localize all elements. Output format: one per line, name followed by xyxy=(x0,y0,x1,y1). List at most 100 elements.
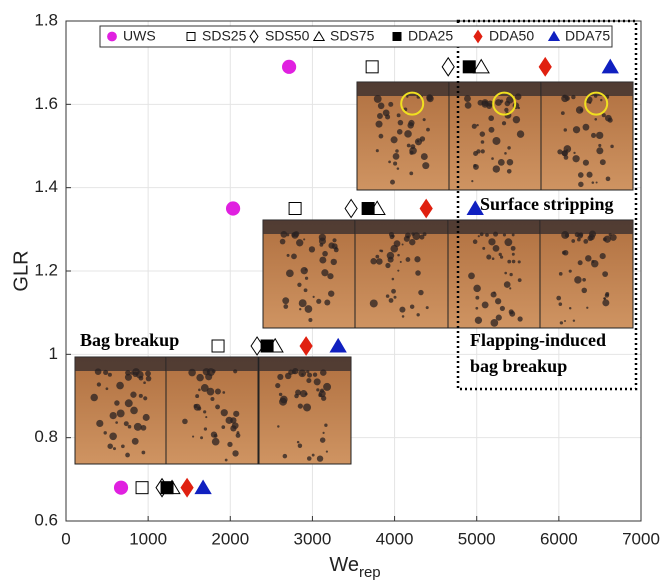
droplet xyxy=(499,253,502,256)
droplet xyxy=(182,419,188,425)
droplet xyxy=(471,180,473,182)
photo-inset xyxy=(259,357,351,464)
droplet xyxy=(230,425,236,431)
photo-inset xyxy=(448,220,541,328)
droplet xyxy=(488,238,495,245)
droplet xyxy=(473,239,478,244)
droplet xyxy=(421,153,428,160)
droplet xyxy=(388,102,393,107)
droplet xyxy=(198,389,201,392)
chart: 010002000300040005000600070000.60.811.21… xyxy=(0,0,663,584)
droplet xyxy=(600,253,606,259)
photo-shadow xyxy=(448,220,541,234)
droplet xyxy=(291,254,297,260)
x-tick-label: 0 xyxy=(61,529,70,548)
droplet xyxy=(493,245,500,252)
droplet xyxy=(195,394,199,398)
droplet xyxy=(109,432,117,440)
droplet xyxy=(557,149,562,154)
droplet xyxy=(475,296,479,300)
droplet xyxy=(303,403,311,411)
droplet xyxy=(504,272,507,275)
droplet xyxy=(139,394,143,398)
marker xyxy=(161,482,173,494)
droplet xyxy=(569,270,572,273)
photo-shadow xyxy=(541,82,633,96)
droplet xyxy=(418,290,423,295)
droplet xyxy=(196,374,203,381)
droplet xyxy=(306,378,311,383)
legend-marker xyxy=(187,33,195,41)
droplet xyxy=(146,376,152,382)
droplet xyxy=(594,118,597,121)
droplet xyxy=(297,283,301,287)
droplet xyxy=(559,302,563,306)
droplet xyxy=(96,420,103,427)
droplet xyxy=(226,417,233,424)
y-axis-label: GLR xyxy=(10,250,32,291)
droplet xyxy=(500,306,505,311)
droplet xyxy=(116,382,124,390)
marker xyxy=(289,203,301,215)
droplet xyxy=(326,450,328,452)
droplet xyxy=(410,144,415,149)
photo-shadow xyxy=(259,357,351,371)
y-tick-label: 1.8 xyxy=(34,10,58,29)
droplet xyxy=(332,238,336,242)
droplet xyxy=(214,434,218,438)
droplet xyxy=(583,124,590,131)
photo-inset xyxy=(357,82,449,190)
annotation: bag breakup xyxy=(470,356,567,376)
droplet xyxy=(574,276,581,283)
droplet xyxy=(298,403,303,408)
droplet xyxy=(583,239,588,244)
droplet xyxy=(573,320,575,322)
droplet xyxy=(480,232,484,236)
droplet xyxy=(210,397,214,401)
droplet xyxy=(576,106,584,114)
droplet xyxy=(416,313,419,316)
droplet xyxy=(327,273,333,279)
droplet xyxy=(375,255,379,259)
droplet xyxy=(571,95,575,99)
droplet xyxy=(304,288,308,292)
x-label-sub: rep xyxy=(359,564,381,581)
droplet xyxy=(581,288,586,293)
legend-label: DDA75 xyxy=(565,28,610,44)
droplet xyxy=(608,118,613,123)
droplet xyxy=(205,416,207,418)
droplet xyxy=(402,243,404,245)
droplet xyxy=(308,318,312,322)
droplet xyxy=(299,308,301,310)
droplet xyxy=(600,159,606,165)
droplet xyxy=(564,128,567,131)
droplet xyxy=(277,374,283,380)
droplet xyxy=(301,373,304,376)
droplet xyxy=(504,108,508,112)
marker xyxy=(136,482,148,494)
droplet xyxy=(313,296,315,298)
x-label-main: We xyxy=(329,554,359,576)
droplet xyxy=(321,396,326,401)
droplet xyxy=(319,257,326,264)
droplet xyxy=(125,453,130,458)
droplet xyxy=(426,306,429,309)
droplet xyxy=(108,373,112,377)
droplet xyxy=(560,321,563,324)
droplet xyxy=(225,459,228,462)
droplet xyxy=(504,238,512,246)
droplet xyxy=(110,412,117,419)
droplet xyxy=(518,107,520,109)
legend-marker xyxy=(393,33,401,41)
droplet xyxy=(279,393,282,396)
droplet xyxy=(319,237,326,244)
legend-marker xyxy=(108,32,117,41)
droplet xyxy=(561,231,569,239)
droplet xyxy=(422,162,429,169)
droplet xyxy=(485,233,489,237)
droplet xyxy=(409,172,413,176)
droplet xyxy=(236,433,241,438)
photo-inset xyxy=(541,82,633,190)
y-tick-label: 1.4 xyxy=(34,177,58,196)
droplet xyxy=(104,431,107,434)
